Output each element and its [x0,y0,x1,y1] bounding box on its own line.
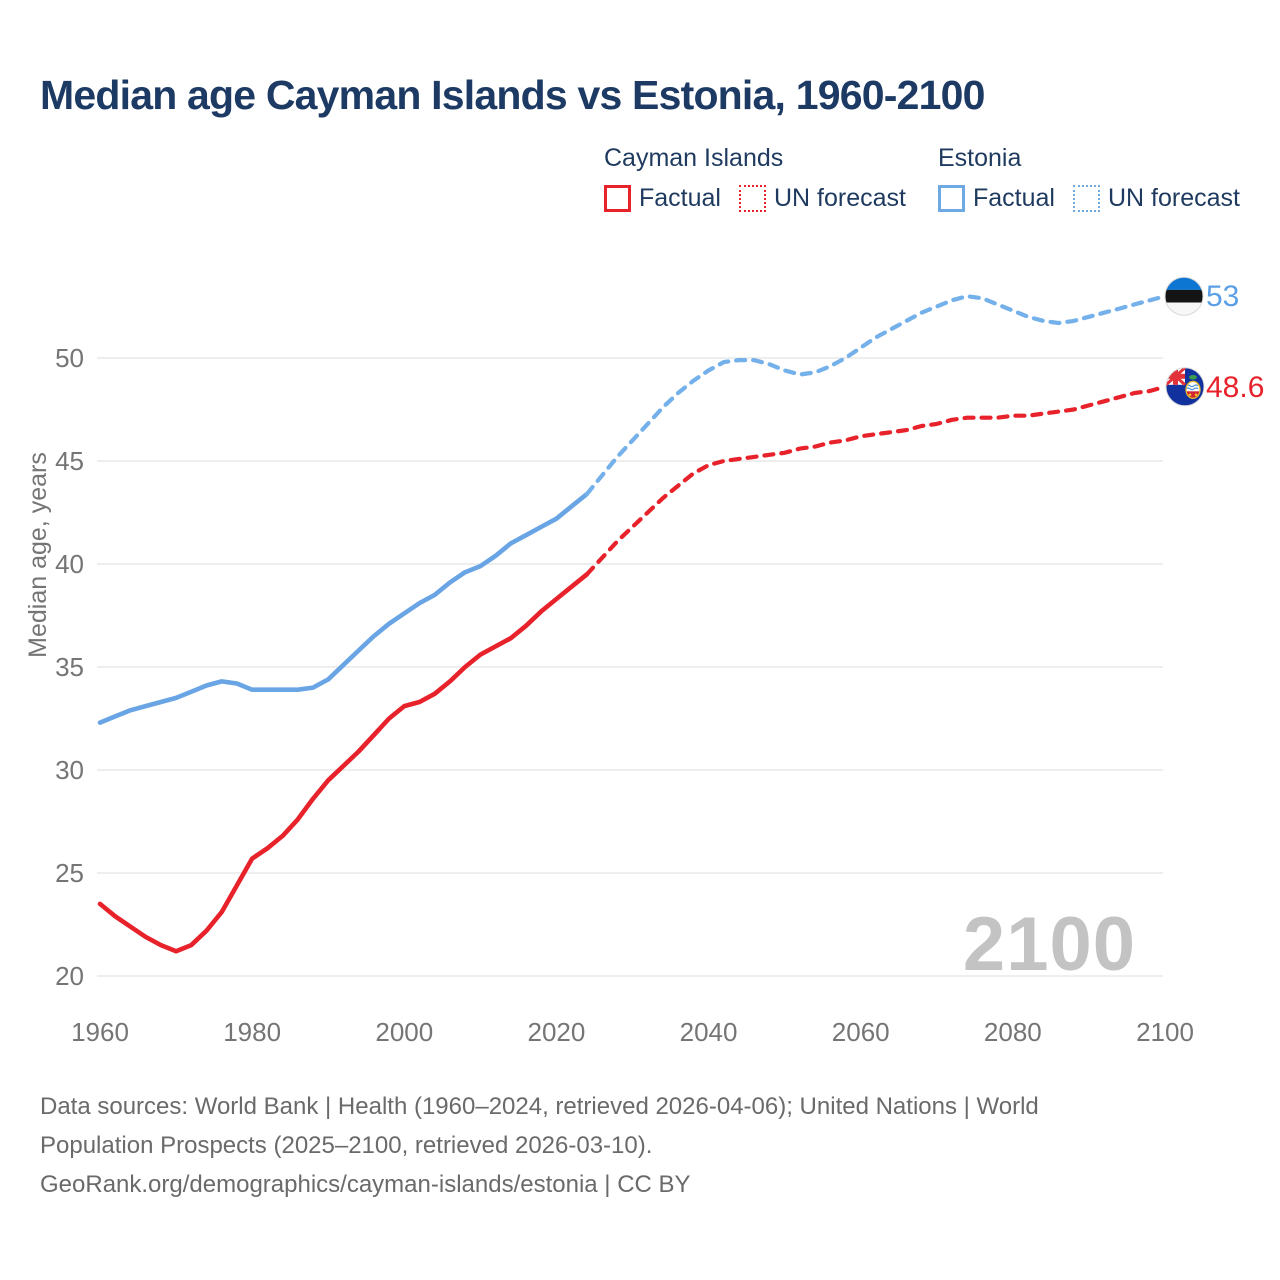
x-tick-label: 1960 [71,1017,129,1047]
legend-label: UN forecast [773,184,906,212]
legend-item-estonia-forecast: UN forecast [1072,184,1240,213]
x-tick-label: 2020 [528,1017,586,1047]
data-source-attribution: Data sources: World Bank | Health (1960–… [40,1087,1200,1204]
series-line [584,384,1168,577]
x-tick-label: 2080 [984,1017,1042,1047]
y-tick-label: 35 [55,652,84,682]
page-title: Median age Cayman Islands vs Estonia, 19… [40,72,985,118]
legend-group-estonia: Estonia Factual UN forecast [938,144,1240,213]
legend-row-estonia: Factual UN forecast [938,184,1240,213]
axes: 20 25 30 35 40 45 50 1960 1980 2000 2020 2040 2060 20… [55,343,1194,1047]
legend-row-cayman: Factual UN forecast [604,184,906,213]
x-tick-label: 2060 [832,1017,890,1047]
y-tick-label: 45 [55,446,84,476]
x-tick-label: 2100 [1136,1017,1194,1047]
y-tick-label: 30 [55,755,84,785]
x-tick-label: 2040 [680,1017,738,1047]
cayman-factual-swatch-icon [604,185,631,212]
watermark-year: 2100 [963,902,1136,987]
legend-label: Factual [639,184,721,212]
estonia-forecast-swatch-icon [1072,185,1100,212]
y-tick-label: 20 [55,961,84,991]
legend-label: UN forecast [1107,184,1240,212]
y-tick-label: 25 [55,858,84,888]
footer-line-2: Population Prospects (2025–2100, retriev… [40,1132,653,1159]
series-line [97,491,590,725]
x-tick-label: 2000 [375,1017,433,1047]
legend-item-cayman-forecast: UN forecast [738,184,906,213]
cayman-forecast-swatch-icon [738,185,766,212]
series-line [97,571,590,954]
data-series [97,294,1168,954]
legend-group-cayman-islands: Cayman Islands Factual UN forecast [604,144,906,213]
legend-header-estonia: Estonia [938,144,1022,172]
cayman-islands-flag-icon [1165,367,1205,407]
x-tick-label: 1980 [223,1017,281,1047]
y-tick-label: 40 [55,549,84,579]
y-axis-title: Median age, years [24,452,52,658]
estonia-end-value-label: 53 [1206,280,1239,313]
footer-line-1: Data sources: World Bank | Health (1960–… [40,1093,1039,1120]
estonia-factual-swatch-icon [938,185,965,212]
gridlines [97,357,1163,977]
legend-item-cayman-factual: Factual [604,184,721,213]
estonia-flag-icon [1164,276,1204,316]
series-line [584,294,1168,497]
y-tick-label: 50 [55,343,84,373]
legend-header-cayman-islands: Cayman Islands [604,144,784,172]
footer-line-3: GeoRank.org/demographics/cayman-islands/… [40,1171,691,1198]
cayman-end-value-label: 48.6 [1206,371,1264,404]
legend-item-estonia-factual: Factual [938,184,1055,213]
legend-label: Factual [973,184,1055,212]
